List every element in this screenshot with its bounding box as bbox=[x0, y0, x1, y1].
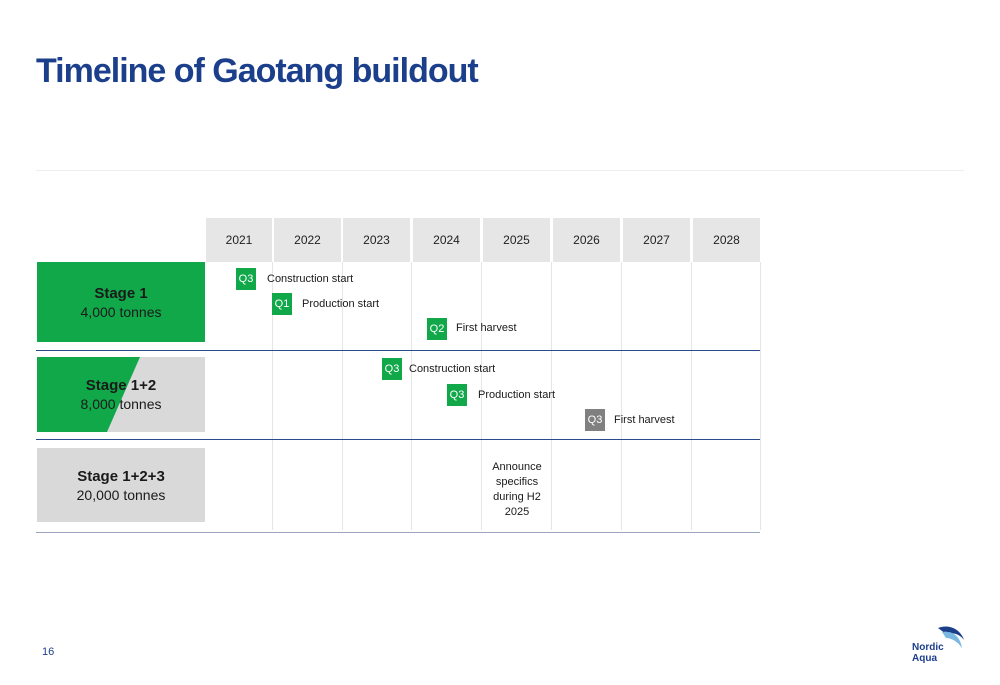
grid-line bbox=[342, 262, 343, 530]
year-header-2025: 2025 bbox=[483, 218, 550, 262]
event-label: First harvest bbox=[614, 414, 675, 426]
stage-capacity: 4,000 tonnes bbox=[80, 303, 162, 320]
announcement-line: Announce bbox=[492, 461, 542, 473]
year-header-2022: 2022 bbox=[274, 218, 341, 262]
year-header-2021: 2021 bbox=[206, 218, 272, 262]
stage-capacity: 8,000 tonnes bbox=[80, 396, 162, 412]
year-header-2024: 2024 bbox=[413, 218, 480, 262]
event-label: Construction start bbox=[409, 363, 496, 375]
quarter-badge: Q3 bbox=[236, 268, 256, 290]
stage-name: Stage 1+2+3 bbox=[77, 467, 165, 485]
row-divider bbox=[36, 439, 760, 440]
page-title: Timeline of Gaotang buildout bbox=[36, 52, 479, 90]
grid-line bbox=[691, 262, 692, 530]
year-header-2028: 2028 bbox=[693, 218, 760, 262]
event-label: First harvest bbox=[456, 322, 517, 334]
nordic-aqua-logo-icon bbox=[938, 626, 964, 648]
row-divider bbox=[36, 532, 760, 533]
grid-line bbox=[621, 262, 622, 530]
year-header-2023: 2023 bbox=[343, 218, 410, 262]
title-divider bbox=[36, 170, 964, 171]
logo-line-1: Nordic bbox=[912, 642, 944, 653]
quarter-badge: Q3 bbox=[382, 358, 402, 380]
quarter-badge: Q2 bbox=[427, 318, 447, 340]
stage-capacity: 20,000 tonnes bbox=[76, 486, 166, 503]
stage-name: Stage 1+2 bbox=[85, 377, 157, 394]
stage-1-2-3-label: Stage 1+2+3 20,000 tonnes bbox=[37, 448, 205, 522]
quarter-badge: Q1 bbox=[272, 293, 292, 315]
event-label: Construction start bbox=[267, 273, 354, 285]
logo-text: Nordic Aqua bbox=[912, 642, 944, 664]
quarter-badge: Q3 bbox=[585, 409, 605, 431]
page-number: 16 bbox=[42, 646, 55, 658]
stage-1-label: Stage 1 4,000 tonnes bbox=[37, 262, 205, 342]
logo-line-2: Aqua bbox=[912, 653, 937, 664]
announcement-note: Announce specifics during H2 2025 bbox=[482, 460, 552, 520]
grid-line bbox=[411, 262, 412, 530]
announcement-line: specifics bbox=[495, 476, 539, 488]
stage-name: Stage 1 bbox=[94, 284, 148, 302]
year-header-2027: 2027 bbox=[623, 218, 690, 262]
event-label: Production start bbox=[302, 298, 380, 310]
stage-1-2-label: Stage 1+2 8,000 tonnes bbox=[37, 357, 205, 432]
stage-split-graphic bbox=[37, 357, 140, 432]
year-header-2026: 2026 bbox=[553, 218, 620, 262]
grid-line bbox=[272, 262, 273, 530]
quarter-badge: Q3 bbox=[447, 384, 467, 406]
grid-line bbox=[481, 262, 482, 530]
announcement-line: 2025 bbox=[504, 506, 530, 518]
grid-line bbox=[760, 262, 761, 530]
announcement-line: during H2 bbox=[493, 491, 541, 503]
grid-line bbox=[551, 262, 552, 530]
row-divider bbox=[36, 350, 760, 351]
event-label: Production start bbox=[478, 389, 556, 401]
